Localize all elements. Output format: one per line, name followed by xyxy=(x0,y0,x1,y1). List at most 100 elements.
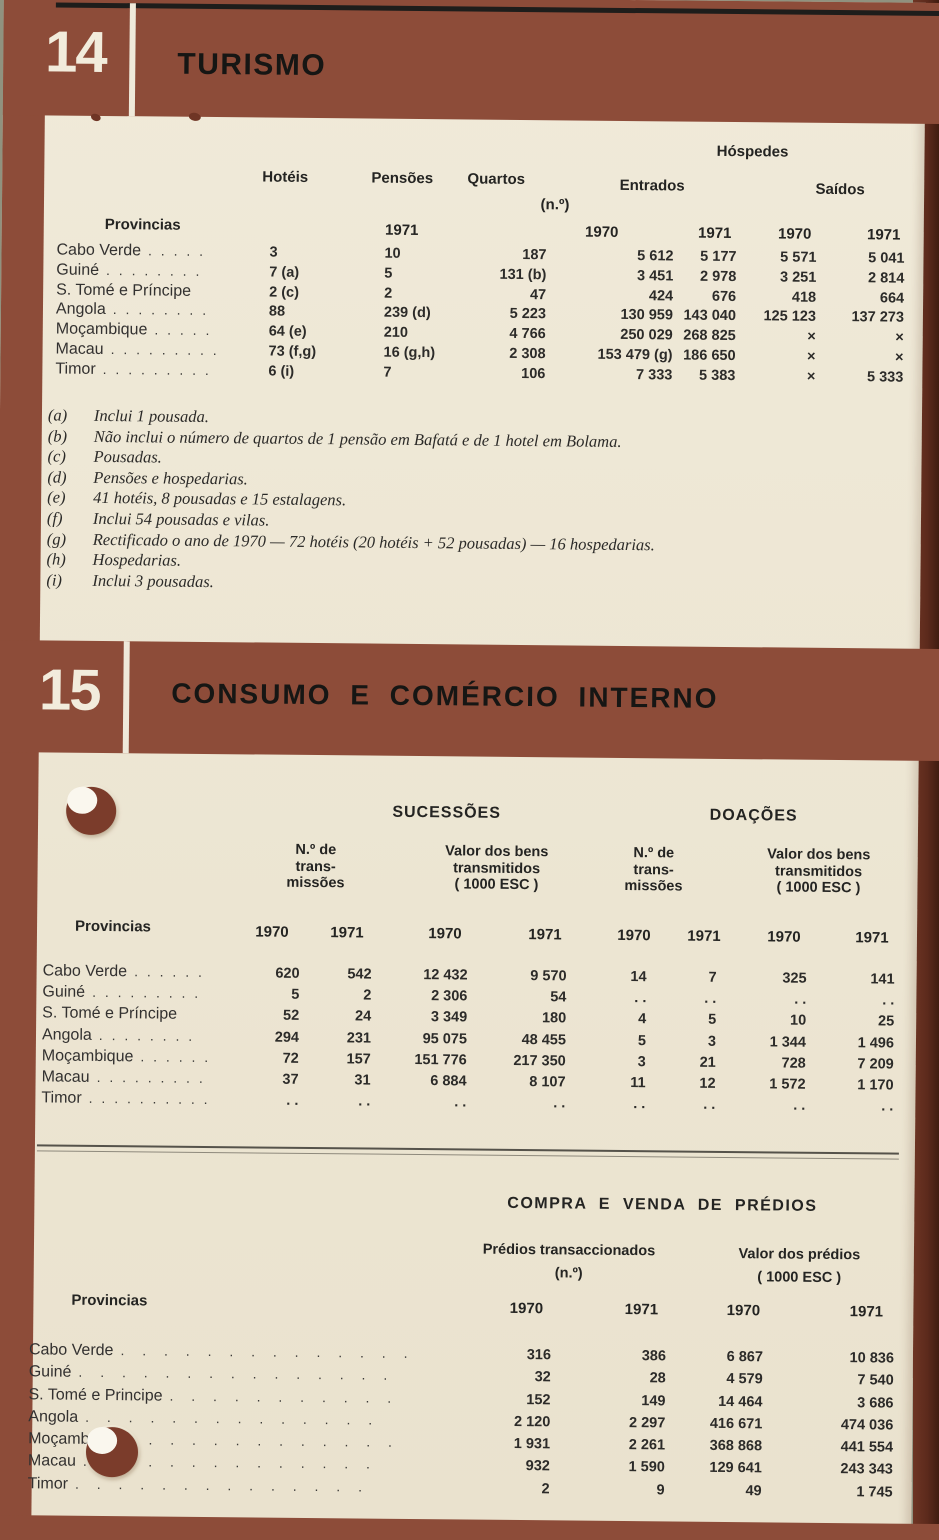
cell: 5 xyxy=(637,1032,647,1049)
band-separator-line xyxy=(122,641,130,754)
cell: 542 xyxy=(347,966,372,983)
province-label: S. Tomé e Príncipe xyxy=(42,1004,178,1024)
cell: 88 xyxy=(268,303,286,321)
cell: 5 xyxy=(291,986,300,1004)
cell: 4 766 xyxy=(509,326,546,343)
year-header: 1970 xyxy=(617,926,651,945)
cell: 9 570 xyxy=(530,968,567,985)
year-header: 1971 xyxy=(849,1303,884,1321)
cell: 3 xyxy=(637,1053,646,1070)
cell: 7 540 xyxy=(857,1372,894,1389)
province-label: Guiné. . . . . . . . xyxy=(56,261,202,279)
section-14-title: TURISMO xyxy=(177,47,327,83)
cell: 5 xyxy=(384,265,393,282)
cell: 73 (f,g) xyxy=(268,343,317,360)
cell: . . xyxy=(286,1092,299,1110)
cell: 106 xyxy=(521,365,546,382)
cell: 5 383 xyxy=(698,367,736,384)
province-label: Cabo Verde. . . . . . xyxy=(42,962,205,981)
cell: 5 xyxy=(708,1012,717,1029)
cell: 153 479 (g) xyxy=(597,346,673,364)
cell: 5 333 xyxy=(866,369,904,386)
cell: × xyxy=(807,328,816,345)
cell: 1 572 xyxy=(769,1076,806,1093)
provinces-header: Provincias xyxy=(74,917,152,936)
cell: × xyxy=(895,329,904,346)
cell: 2 120 xyxy=(513,1413,551,1431)
cell: 2 xyxy=(363,987,372,1004)
cell: . . xyxy=(634,990,647,1007)
cell: 186 650 xyxy=(683,347,736,365)
cell: 2 814 xyxy=(867,270,905,287)
section-15-title: CONSUMO E COMÉRCIO INTERNO xyxy=(171,677,719,714)
province-label: S. Tomé e Príncipe xyxy=(56,281,192,300)
cell: 620 xyxy=(275,965,300,982)
cell: 1 170 xyxy=(857,1077,894,1094)
cell: 141 xyxy=(870,971,895,988)
subheader-num-transmissions: N.º de trans- missões xyxy=(624,845,683,895)
cell: 1 590 xyxy=(628,1459,665,1476)
cell: 294 xyxy=(274,1029,300,1046)
cell: 3 686 xyxy=(857,1394,894,1412)
subheader-num-transmissions: N.º de trans- missões xyxy=(286,841,345,892)
cell: 10 836 xyxy=(849,1350,895,1367)
cell: 28 xyxy=(649,1370,666,1387)
cell: 3 451 xyxy=(636,267,674,285)
cell: 5 612 xyxy=(637,248,674,265)
cell: 2 306 xyxy=(431,988,468,1005)
cell: 243 343 xyxy=(840,1461,893,1479)
cell: 676 xyxy=(711,288,737,305)
cell: 7 (a) xyxy=(269,264,300,281)
year-header: 1971 xyxy=(866,226,901,244)
cell: 52 xyxy=(282,1008,300,1025)
cell: 72 xyxy=(282,1050,299,1067)
cell: . . xyxy=(882,992,895,1009)
cell: 5 223 xyxy=(509,306,547,323)
year-header: 1971 xyxy=(330,924,364,942)
cell: 250 029 xyxy=(620,327,673,344)
band-separator-line xyxy=(128,3,136,117)
cell: 210 xyxy=(383,324,409,342)
year-header: 1971 xyxy=(528,926,562,944)
cell: 1 496 xyxy=(857,1034,895,1052)
province-label: Timor. . . . . . . . . xyxy=(55,360,212,378)
cell: . . xyxy=(793,1097,806,1114)
cell: 3 xyxy=(707,1033,717,1050)
cell: 24 xyxy=(354,1008,372,1025)
cell: 1 931 xyxy=(513,1436,551,1453)
left-margin-band xyxy=(0,0,46,1540)
cell: 129 641 xyxy=(709,1460,762,1477)
cell: . . xyxy=(454,1094,467,1111)
cell: 131 (b) xyxy=(499,266,547,284)
year-header: 1970 xyxy=(726,1301,761,1320)
year-header: 1971 xyxy=(697,224,732,242)
section-15-number: 15 xyxy=(38,657,100,723)
col-header-pensions: Pensões xyxy=(371,169,434,188)
province-label: Cabo Verde. . . . . xyxy=(56,241,206,260)
cell: 231 xyxy=(346,1029,372,1047)
punch-hole xyxy=(65,786,117,836)
cell: 14 464 xyxy=(718,1393,763,1410)
cell: 152 xyxy=(526,1391,551,1408)
cell: 157 xyxy=(346,1051,371,1068)
cell: 130 959 xyxy=(620,307,674,324)
col-header-exited: Saídos xyxy=(815,180,865,199)
cell: 2 308 xyxy=(509,345,546,363)
cell: 149 xyxy=(641,1392,666,1410)
cell: 9 xyxy=(656,1482,665,1499)
col-header-hotels: Hotéis xyxy=(262,168,309,186)
section-15-band: 15 CONSUMO E COMÉRCIO INTERNO xyxy=(0,639,939,762)
cell: 474 036 xyxy=(840,1416,894,1434)
tourism-rows: Cabo Verde. . . . . 3 10 187 5 612 5 177… xyxy=(0,240,923,387)
cell: 664 xyxy=(879,290,905,307)
province-label: Moçambique. . . . . xyxy=(55,320,212,339)
year-header: 1970 xyxy=(255,923,289,941)
cell: 64 (e) xyxy=(268,323,307,341)
provinces-header: Provincias xyxy=(71,1291,148,1310)
cell: . . xyxy=(703,1096,716,1114)
subheader-properties-transacted: Prédios transaccionados (n.º) xyxy=(482,1241,656,1282)
cell: . . xyxy=(881,1098,894,1115)
col-header-guests: Hóspedes xyxy=(716,142,789,161)
